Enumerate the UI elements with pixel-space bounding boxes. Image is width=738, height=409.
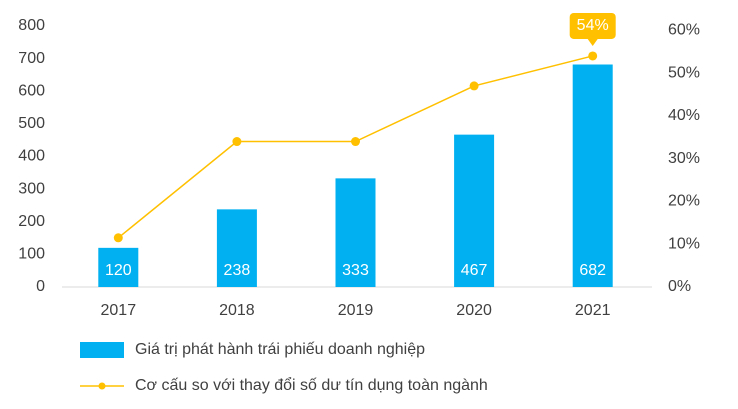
y2-tick-label: 20% bbox=[668, 193, 700, 210]
legend-swatch bbox=[80, 342, 124, 358]
bar-value-label: 467 bbox=[461, 262, 488, 279]
y2-tick-label: 60% bbox=[668, 21, 700, 38]
x-tick-label: 2021 bbox=[575, 302, 611, 319]
bar bbox=[335, 178, 376, 287]
y2-tick-label: 10% bbox=[668, 235, 700, 252]
x-tick-label: 2018 bbox=[219, 302, 255, 319]
bar bbox=[572, 64, 613, 287]
line-point bbox=[232, 137, 242, 147]
bar bbox=[98, 247, 139, 287]
bar-value-label: 682 bbox=[579, 262, 606, 279]
y-tick-label: 400 bbox=[18, 148, 45, 165]
callout-box bbox=[569, 12, 616, 39]
legend-marker bbox=[98, 382, 106, 390]
y2-tick-label: 30% bbox=[668, 150, 700, 167]
bar bbox=[454, 134, 495, 287]
bar-value-label: 120 bbox=[105, 262, 132, 279]
y-tick-label: 700 bbox=[18, 50, 45, 67]
y-tick-label: 0 bbox=[36, 278, 45, 295]
y2-tick-label: 0% bbox=[668, 278, 691, 295]
line-point bbox=[113, 233, 123, 243]
legend-label: Giá trị phát hành trái phiếu doanh nghiệ… bbox=[135, 341, 425, 358]
y2-tick-label: 50% bbox=[668, 64, 700, 81]
y-tick-label: 200 bbox=[18, 213, 45, 230]
callout-pointer bbox=[587, 38, 598, 46]
y-tick-label: 600 bbox=[18, 82, 45, 99]
bar-value-label: 333 bbox=[342, 262, 369, 279]
y-tick-label: 300 bbox=[18, 180, 45, 197]
legend-label: Cơ cấu so với thay đổi số dư tín dụng to… bbox=[135, 376, 488, 394]
y-tick-label: 100 bbox=[18, 246, 45, 263]
y2-tick-label: 40% bbox=[668, 107, 700, 124]
line-value-label: 54% bbox=[577, 17, 609, 34]
x-tick-label: 2020 bbox=[456, 302, 492, 319]
x-tick-label: 2019 bbox=[338, 302, 374, 319]
bar bbox=[216, 209, 257, 287]
bar-value-label: 238 bbox=[224, 262, 251, 279]
line-point bbox=[588, 51, 598, 61]
x-tick-label: 2017 bbox=[101, 302, 137, 319]
y-tick-label: 500 bbox=[18, 115, 45, 132]
line-point bbox=[469, 81, 479, 91]
y-tick-label: 800 bbox=[18, 17, 45, 34]
line-point bbox=[351, 137, 360, 147]
